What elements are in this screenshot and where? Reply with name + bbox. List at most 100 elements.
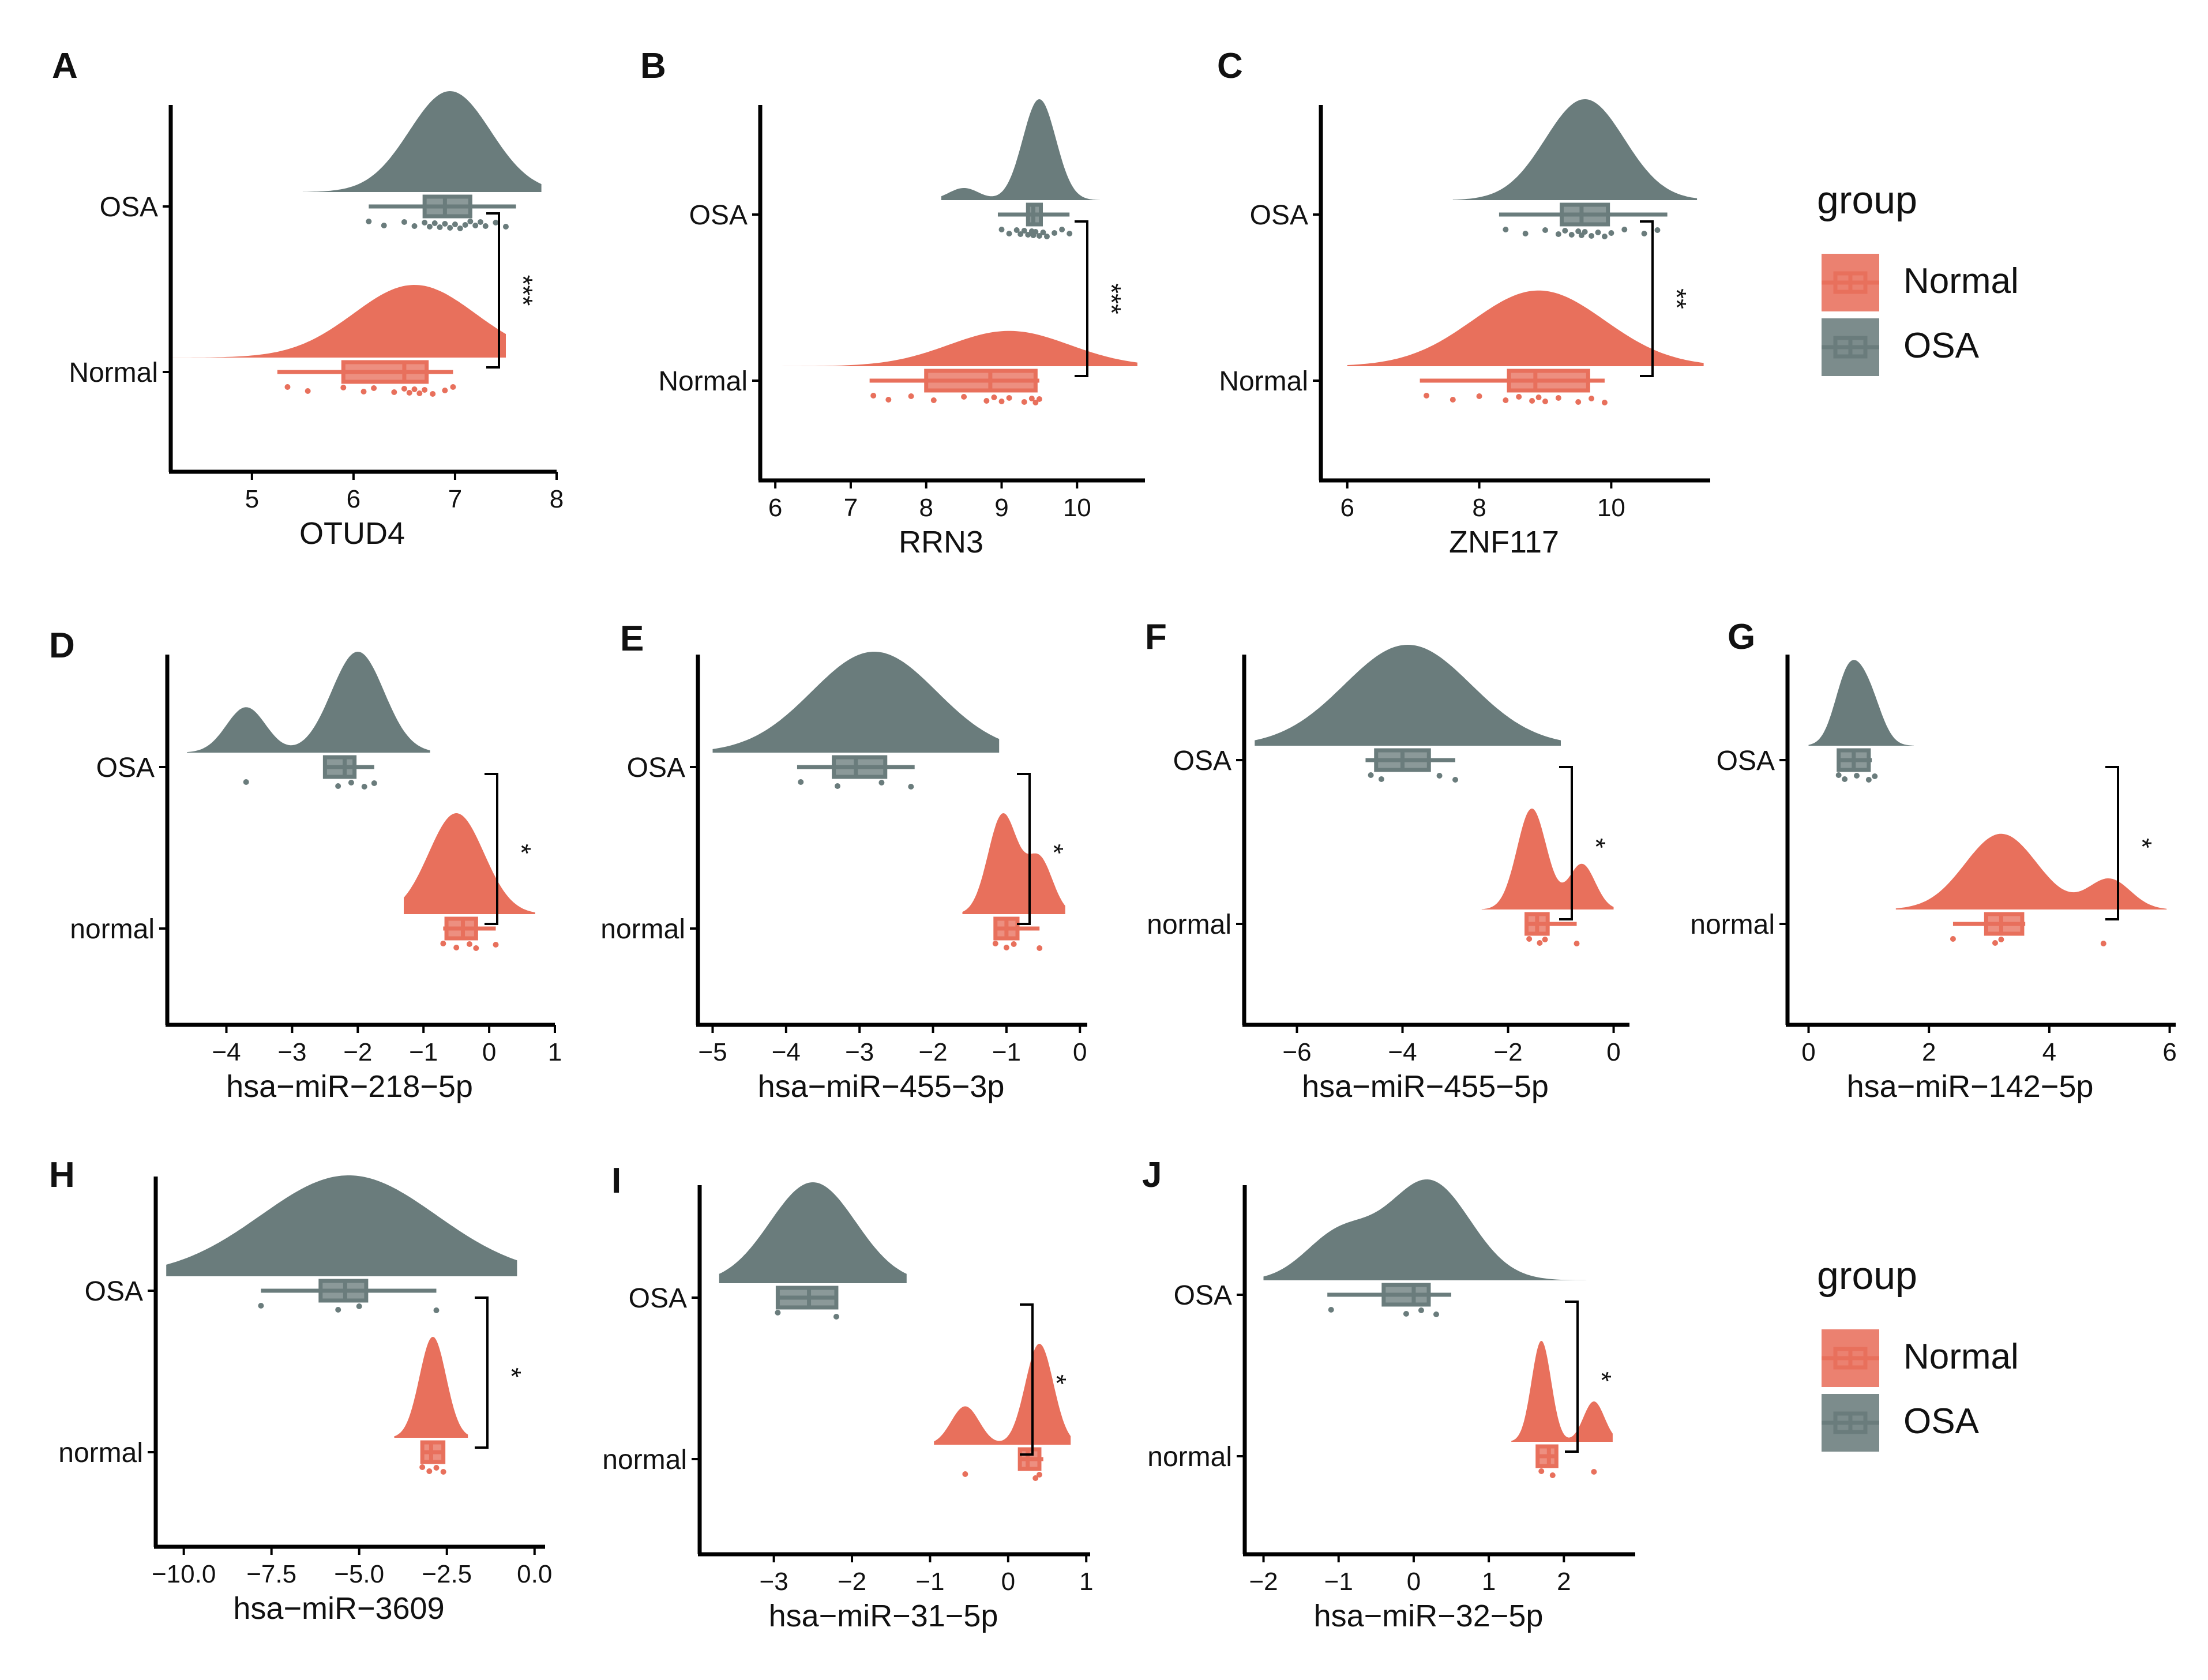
data-point xyxy=(1032,1475,1039,1481)
data-point xyxy=(833,1314,839,1320)
x-tick-label: −2 xyxy=(1493,1038,1522,1066)
x-tick-label: −1 xyxy=(1324,1568,1353,1596)
series-osa xyxy=(719,1182,907,1320)
x-tick-label: −1 xyxy=(915,1568,944,1596)
series-normal xyxy=(934,1344,1071,1481)
data-point xyxy=(992,941,998,946)
panel-f: F OSA normal −6 −4 −2 0 hsa−miR−455−5p * xyxy=(1145,617,1629,1104)
data-point xyxy=(406,390,412,396)
significance-bracket xyxy=(1075,220,1088,377)
data-point xyxy=(1476,393,1482,399)
x-tick-label: 6 xyxy=(2162,1038,2176,1066)
significance-label: ** xyxy=(1662,288,1692,309)
x-axis-title: hsa−miR−455−5p xyxy=(1302,1069,1549,1104)
panel-c: C OSA Normal 6 8 10 ZNF117 ** xyxy=(1217,46,1710,559)
data-point xyxy=(348,780,354,785)
series-osa xyxy=(187,652,430,790)
data-point xyxy=(1542,399,1548,404)
x-tick-label: 1 xyxy=(548,1038,562,1066)
data-point xyxy=(335,1307,341,1313)
density-osa xyxy=(712,652,1000,753)
data-point xyxy=(1516,394,1522,400)
panel-letter-c: C xyxy=(1217,46,1243,86)
data-point xyxy=(1436,773,1443,779)
data-point xyxy=(1006,231,1012,236)
panel-a: A OSA Normal 5 6 7 8 OTUD4 *** xyxy=(52,46,564,551)
data-point xyxy=(416,390,423,396)
data-point xyxy=(1591,1469,1597,1475)
data-point xyxy=(908,784,914,790)
data-point xyxy=(878,780,885,785)
density-osa xyxy=(1263,1179,1587,1280)
x-tick-label: −6 xyxy=(1282,1038,1311,1066)
density-normal xyxy=(1895,833,2167,909)
significance-bracket xyxy=(1565,1301,1579,1453)
data-point xyxy=(1368,772,1374,778)
data-point xyxy=(1853,773,1860,779)
series-normal xyxy=(1347,290,1704,405)
significance-label: * xyxy=(1581,838,1611,848)
x-tick-label: 6 xyxy=(1340,494,1354,522)
data-point xyxy=(1555,395,1561,401)
x-tick-label: 0 xyxy=(1606,1038,1620,1066)
x-tick-label: −2.5 xyxy=(422,1560,472,1588)
data-point xyxy=(371,780,377,786)
density-normal xyxy=(394,1337,468,1438)
x-axis-title: RRN3 xyxy=(899,525,983,559)
x-tick-label: 6 xyxy=(347,485,361,513)
x-axis-title: hsa−miR−32−5p xyxy=(1314,1599,1544,1633)
data-point xyxy=(482,223,489,229)
x-tick-label: −4 xyxy=(772,1038,801,1066)
data-point xyxy=(1654,227,1661,233)
panel-letter-b: B xyxy=(640,46,666,86)
data-point xyxy=(1575,399,1582,405)
density-normal xyxy=(404,813,535,914)
box-osa xyxy=(322,755,357,779)
legend-title: group xyxy=(1817,178,1917,222)
data-point xyxy=(426,1468,433,1474)
data-point xyxy=(1378,776,1384,782)
x-axis-title: hsa−miR−31−5p xyxy=(769,1599,998,1633)
data-point xyxy=(284,384,291,390)
data-point xyxy=(1601,400,1608,405)
box-normal xyxy=(341,360,429,384)
series-normal xyxy=(171,285,506,397)
data-point xyxy=(1872,773,1878,779)
data-point xyxy=(1835,772,1842,778)
data-point xyxy=(1424,393,1430,399)
x-tick-label: −5 xyxy=(698,1038,727,1066)
data-point xyxy=(1021,228,1027,234)
data-point xyxy=(1537,940,1543,946)
x-tick-label: 8 xyxy=(919,494,933,522)
y-tick-label-normal: normal xyxy=(1147,1442,1232,1472)
legend-label-osa: OSA xyxy=(1903,326,1980,366)
panel-d: D OSA normal −4 −3 −2 −1 0 1 hsa−miR−218−5p * xyxy=(49,626,562,1104)
data-point xyxy=(961,394,967,400)
box-osa xyxy=(1381,1283,1431,1307)
panel-j: J OSA normal −2 −1 0 1 2 hsa−miR−32−5p * xyxy=(1142,1155,1635,1633)
data-point xyxy=(1011,941,1017,947)
y-tick-label-normal: Normal xyxy=(1219,366,1308,397)
x-tick-label: 0 xyxy=(1073,1038,1087,1066)
data-point xyxy=(453,945,460,950)
significance-label: * xyxy=(1587,1371,1617,1382)
series-normal xyxy=(404,813,535,951)
density-normal xyxy=(1481,809,1614,909)
y-tick-label-osa: OSA xyxy=(689,200,748,231)
x-tick-label: −2 xyxy=(918,1038,947,1066)
x-tick-label: 7 xyxy=(844,494,858,522)
panel-letter-a: A xyxy=(52,46,78,86)
data-point xyxy=(442,221,448,227)
series-osa xyxy=(166,1175,517,1313)
x-axis-title: hsa−miR−142−5p xyxy=(1847,1069,2094,1104)
series-osa xyxy=(302,91,542,231)
y-tick-label-osa: OSA xyxy=(629,1283,687,1314)
data-point xyxy=(473,945,479,951)
y-tick-label-osa: OSA xyxy=(1173,746,1231,776)
significance-label: * xyxy=(2127,838,2157,848)
data-point xyxy=(1503,397,1509,403)
data-point xyxy=(411,386,418,392)
x-tick-label: 8 xyxy=(1472,494,1486,522)
panel-g: G OSA normal 0 2 4 6 hsa−miR−142−5p * xyxy=(1690,617,2177,1104)
box-osa xyxy=(422,194,472,219)
